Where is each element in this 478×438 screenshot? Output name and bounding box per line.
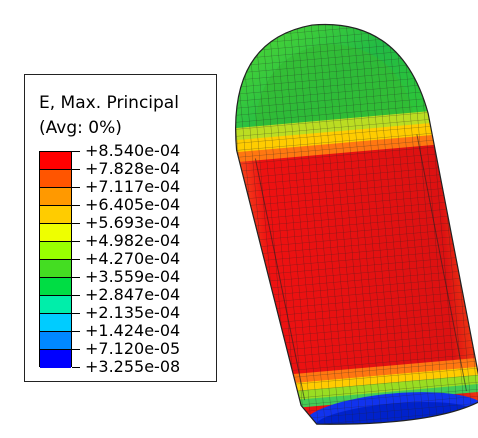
- legend-tick-label: +7.828e-04: [85, 159, 181, 178]
- legend-band: [40, 242, 71, 260]
- legend-tick-label: +2.847e-04: [85, 285, 181, 304]
- legend-band: [40, 350, 71, 368]
- legend-band: [40, 332, 71, 350]
- legend-tick-mark: [72, 205, 80, 206]
- legend-tick-label: +3.559e-04: [85, 267, 181, 286]
- legend-tick-mark: [72, 331, 80, 332]
- legend-tick-label: +1.424e-04: [85, 321, 181, 340]
- legend-tick-label: +6.405e-04: [85, 195, 181, 214]
- legend-tick-label: +7.120e-05: [85, 339, 181, 358]
- legend-tick-mark: [72, 277, 80, 278]
- legend-tick-label: +3.255e-08: [85, 357, 181, 376]
- legend-tick-mark: [72, 151, 80, 152]
- legend-tick-mark: [72, 295, 80, 296]
- legend-subtitle: (Avg: 0%): [39, 118, 122, 138]
- legend-color-bar: [39, 151, 72, 368]
- legend-tick-mark: [72, 349, 80, 350]
- legend-band: [40, 278, 71, 296]
- legend-band: [40, 206, 71, 224]
- legend-band: [40, 224, 71, 242]
- legend-band: [40, 296, 71, 314]
- legend-tick-label: +4.270e-04: [85, 249, 181, 268]
- legend-title: E, Max. Principal: [39, 93, 179, 113]
- legend-band: [40, 152, 71, 170]
- legend-tick-label: +7.117e-04: [85, 177, 181, 196]
- legend-tick-mark: [72, 367, 80, 368]
- legend-tick-label: +8.540e-04: [85, 141, 181, 160]
- legend-tick-label: +2.135e-04: [85, 303, 181, 322]
- legend-tick-label: +5.693e-04: [85, 213, 181, 232]
- legend-tick-mark: [72, 169, 80, 170]
- legend: E, Max. Principal (Avg: 0%) +8.540e-04 +7…: [24, 74, 217, 382]
- legend-tick-label: +4.982e-04: [85, 231, 181, 250]
- legend-tick-mark: [72, 223, 80, 224]
- legend-tick-mark: [72, 241, 80, 242]
- legend-band: [40, 314, 71, 332]
- legend-band: [40, 260, 71, 278]
- legend-tick-mark: [72, 187, 80, 188]
- legend-tick-mark: [72, 313, 80, 314]
- legend-tick-mark: [72, 259, 80, 260]
- legend-band: [40, 170, 71, 188]
- legend-band: [40, 188, 71, 206]
